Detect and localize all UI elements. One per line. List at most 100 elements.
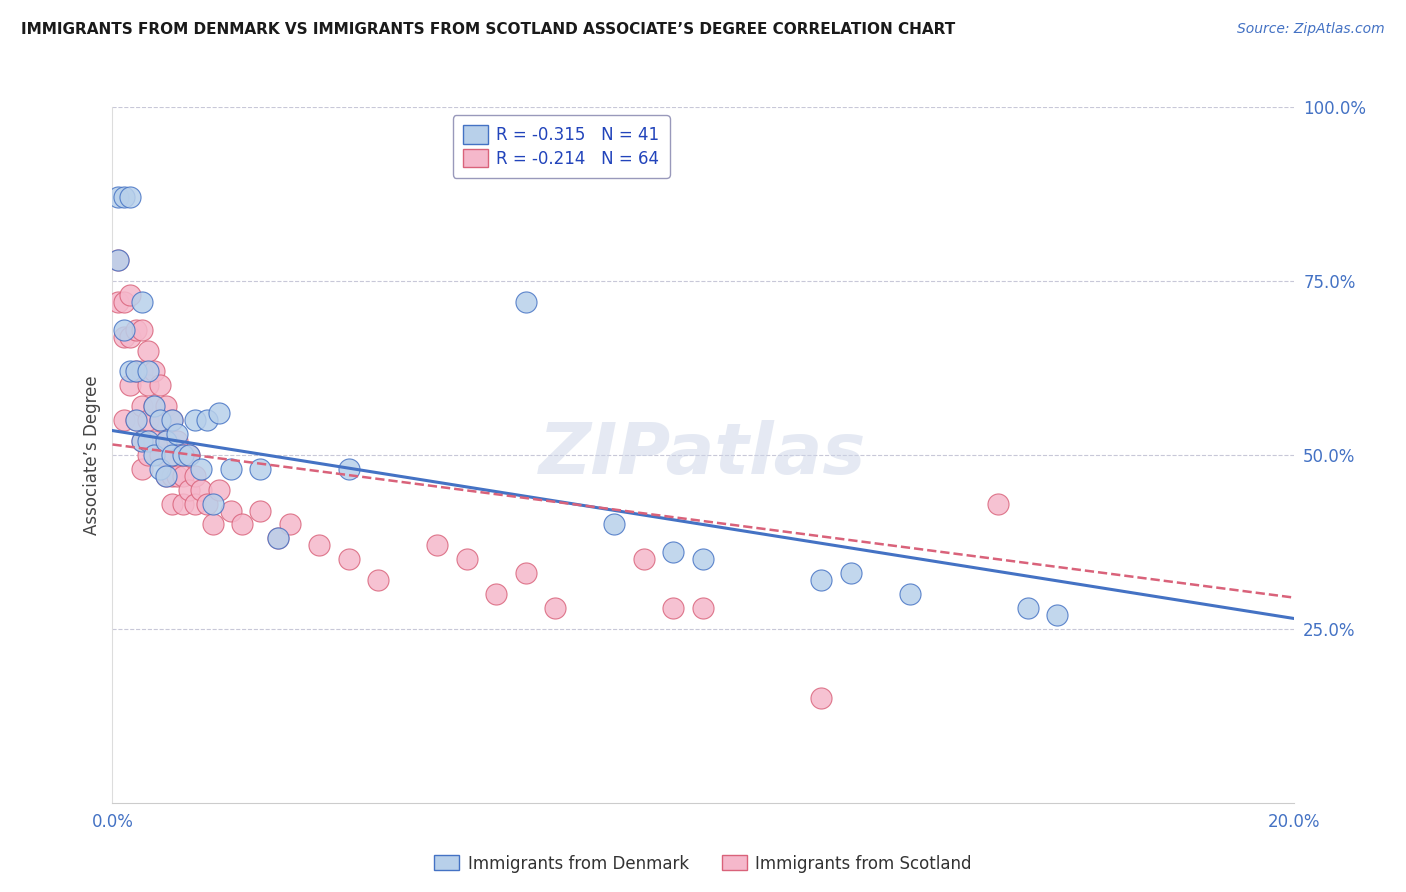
Point [166,434,188,448]
Point [633,552,655,566]
Point [142,399,165,413]
Point [485,587,508,601]
Point [1017,601,1039,615]
Point [515,294,537,309]
Legend: R = -0.315   N = 41, R = -0.214   N = 64: R = -0.315 N = 41, R = -0.214 N = 64 [453,115,669,178]
Text: ZIPatlas: ZIPatlas [540,420,866,490]
Point [278,517,301,532]
Point [136,434,159,448]
Point [515,566,537,581]
Point [125,364,148,378]
Point [136,413,159,427]
Point [208,483,231,497]
Point [190,462,212,476]
Point [184,413,207,427]
Point [149,413,172,427]
Point [839,566,862,581]
Point [125,413,148,427]
Point [898,587,921,601]
Point [120,190,142,204]
Point [120,378,142,392]
Point [184,468,207,483]
Point [155,468,177,483]
Point [142,399,165,413]
Point [179,448,201,462]
Point [155,399,177,413]
Point [131,294,153,309]
Legend: Immigrants from Denmark, Immigrants from Scotland: Immigrants from Denmark, Immigrants from… [427,848,979,880]
Point [166,468,188,483]
Point [662,601,685,615]
Point [107,190,129,204]
Point [107,253,129,268]
Point [166,427,188,442]
Point [160,497,183,511]
Point [136,364,159,378]
Point [179,448,201,462]
Point [172,448,194,462]
Point [267,532,290,546]
Point [120,288,142,302]
Point [142,448,165,462]
Point [125,323,148,337]
Text: Source: ZipAtlas.com: Source: ZipAtlas.com [1237,22,1385,37]
Point [125,413,148,427]
Point [155,434,177,448]
Point [249,503,271,517]
Point [112,323,135,337]
Point [267,532,290,546]
Point [692,552,714,566]
Point [131,434,153,448]
Point [201,497,224,511]
Point [131,434,153,448]
Point [120,329,142,343]
Point [160,448,183,462]
Point [149,462,172,476]
Y-axis label: Associate’s Degree: Associate’s Degree [83,376,101,534]
Point [231,517,253,532]
Point [142,434,165,448]
Point [544,601,567,615]
Point [810,573,832,587]
Point [149,378,172,392]
Point [172,468,194,483]
Point [131,364,153,378]
Point [1046,607,1069,622]
Point [190,483,212,497]
Point [208,406,231,420]
Point [249,462,271,476]
Point [219,462,242,476]
Point [195,497,218,511]
Point [155,468,177,483]
Point [160,468,183,483]
Point [155,434,177,448]
Point [136,378,159,392]
Point [107,253,129,268]
Point [172,448,194,462]
Point [160,413,183,427]
Point [131,323,153,337]
Point [195,413,218,427]
Point [131,462,153,476]
Point [120,364,142,378]
Point [149,448,172,462]
Point [112,190,135,204]
Point [426,538,449,552]
Point [692,601,714,615]
Point [662,545,685,559]
Point [337,552,360,566]
Point [131,399,153,413]
Point [107,294,129,309]
Point [337,462,360,476]
Point [810,691,832,706]
Point [136,448,159,462]
Point [172,497,194,511]
Point [308,538,330,552]
Point [456,552,478,566]
Point [179,483,201,497]
Point [136,343,159,358]
Point [219,503,242,517]
Point [603,517,626,532]
Point [125,364,148,378]
Point [149,413,172,427]
